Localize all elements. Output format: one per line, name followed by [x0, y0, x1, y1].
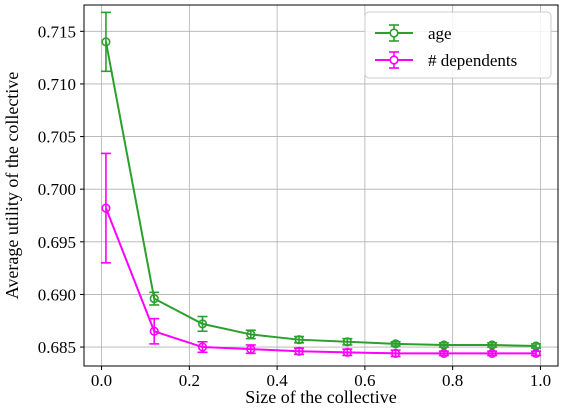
- data-point: [342, 337, 352, 347]
- legend-marker: [389, 55, 399, 65]
- data-point: [149, 326, 159, 336]
- legend-label: age: [428, 24, 452, 43]
- data-point: [294, 346, 304, 356]
- y-tick-label: 0.705: [38, 128, 76, 147]
- legend-marker: [389, 28, 399, 38]
- data-point: [439, 340, 449, 350]
- y-tick-label: 0.710: [38, 75, 76, 94]
- data-point: [531, 348, 541, 358]
- data-point: [439, 348, 449, 358]
- x-tick-label: 0.2: [179, 371, 200, 390]
- data-point: [487, 348, 497, 358]
- legend-label: # dependents: [428, 51, 517, 70]
- y-tick-label: 0.685: [38, 338, 76, 357]
- data-point: [391, 339, 401, 349]
- x-tick-label: 0.8: [442, 371, 463, 390]
- data-point: [294, 335, 304, 345]
- data-point: [101, 203, 111, 213]
- series-line: [104, 41, 537, 348]
- x-axis-label: Size of the collective: [245, 387, 396, 407]
- data-point: [391, 348, 401, 358]
- x-tick-label: 1.0: [530, 371, 551, 390]
- y-tick-label: 0.695: [38, 233, 76, 252]
- axes-frame: [83, 4, 559, 367]
- y-tick-label: 0.715: [38, 22, 76, 41]
- grid: [84, 5, 558, 366]
- y-axis-label: Average utility of the collective: [2, 72, 22, 300]
- legend: age # dependents: [364, 11, 552, 79]
- data-point: [342, 347, 352, 357]
- data-point: [149, 294, 159, 304]
- legend-box: [364, 11, 552, 79]
- series-dependents: [100, 152, 542, 358]
- data-point: [197, 342, 208, 352]
- y-tick-label: 0.700: [38, 180, 76, 199]
- x-tick-label: 0.6: [354, 371, 375, 390]
- data-point: [246, 344, 256, 354]
- y-tick-label: 0.690: [38, 285, 76, 304]
- x-tick-label: 0.0: [91, 371, 112, 390]
- series-age: [100, 11, 542, 351]
- x-tick-label: 0.4: [266, 371, 288, 390]
- data-point: [101, 37, 111, 47]
- data-point: [487, 340, 497, 350]
- data-point: [246, 329, 256, 340]
- data-point: [197, 319, 208, 329]
- series-line: [105, 207, 537, 355]
